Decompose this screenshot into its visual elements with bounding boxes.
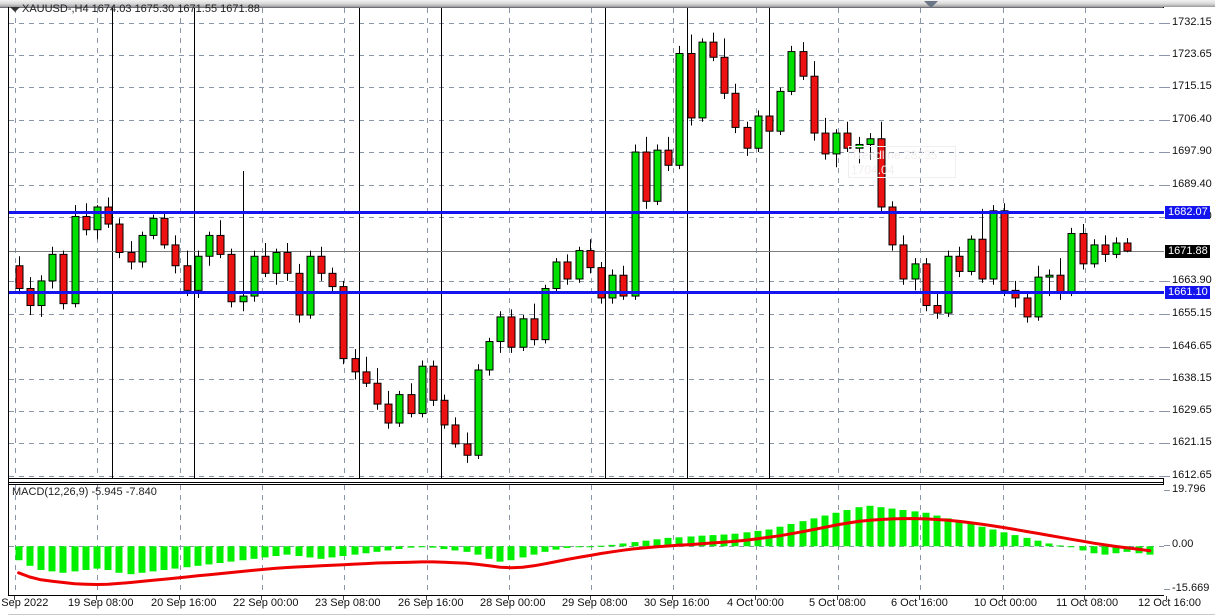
time-axis-label: 10 Oct 00:00 [974,597,1037,609]
time-tick [343,596,344,600]
time-axis-label: 19 Sep 08:00 [68,597,134,609]
time-tick [14,596,15,600]
time-tick [426,596,427,600]
price-tick [1164,411,1170,413]
time-axis-label: 23 Sep 08:00 [315,597,381,609]
trendline-tooltip: Trendline 28235 1704.04 [848,146,956,178]
top-splitter-bar[interactable] [0,0,1215,8]
price-tick [1164,443,1170,445]
macd-pane-title: MACD(12,26,9) -5.945 -7.840 [12,486,157,498]
trendline-tooltip-line2: 1704.04 [851,163,895,177]
price-axis-label: 1621.15 [1172,436,1212,449]
time-tick [96,596,97,600]
time-tick [261,596,262,600]
price-axis-label: 1663.90 [1172,274,1212,287]
price-axis-label: 1697.90 [1172,145,1212,158]
time-axis-label: 28 Sep 00:00 [480,597,546,609]
price-axis-label: 1715.15 [1172,80,1212,93]
trendline-tooltip-line1: Trendline 28235 [851,148,938,162]
time-axis-label: 6 Oct 16:00 [891,597,948,609]
price-axis[interactable]: 1732.15 1723.65 1715.15 1706.40 1697.90 1689.… [1164,7,1215,595]
resistance-price-chip[interactable]: 1682.07 [1165,206,1210,220]
price-axis-label: 1655.15 [1172,307,1212,320]
price-tick [1164,54,1170,56]
time-tick [1084,596,1085,600]
price-axis-label: 1612.65 [1172,468,1212,481]
time-axis[interactable]: 16 Sep 2022 19 Sep 08:00 20 Sep 16:00 22 Se… [0,596,1215,615]
price-pane-title: XAUUSD-,H4 1674.03 1675.30 1671.55 1671.… [22,3,260,15]
time-axis-label: 11 Oct 08:00 [1056,597,1119,609]
time-tick [837,596,838,600]
price-tick [1164,281,1170,283]
time-axis-label: 16 Sep 2022 [0,597,49,609]
time-axis-label: 20 Sep 16:00 [151,597,217,609]
current-price-chip[interactable]: 1671.88 [1165,245,1210,259]
time-tick [1002,596,1003,600]
time-axis-label: 30 Sep 16:00 [644,597,710,609]
macd-axis-label: 0.00 [1172,538,1194,551]
time-tick [590,596,591,600]
price-axis-label: 1732.15 [1172,15,1212,28]
time-tick [919,596,920,600]
price-tick [1164,22,1170,24]
price-tick [1164,87,1170,89]
chart-bottom-border [8,595,1164,596]
price-tick [1164,120,1170,122]
macd-canvas [9,485,1164,596]
time-axis-label: 5 Oct 08:00 [809,597,866,609]
price-axis-label: 1629.65 [1172,404,1212,417]
macd-indicator-pane[interactable] [8,484,1164,597]
price-axis-label: 1646.65 [1172,339,1212,352]
collapse-triangle-icon[interactable] [924,1,938,8]
support-price-chip[interactable]: 1661.10 [1165,285,1210,299]
macd-tick [1164,545,1170,547]
time-tick [508,596,509,600]
macd-axis-label: 19.796 [1172,483,1206,495]
time-tick [179,596,180,600]
time-axis-label: 4 Oct 00:00 [727,597,784,609]
time-tick [755,596,756,600]
price-axis-label: 1723.65 [1172,47,1212,60]
price-tick [1164,378,1170,380]
time-axis-label: 26 Sep 16:00 [398,597,464,609]
price-tick [1164,152,1170,154]
time-axis-label: 12 Oct 16:00 [1138,597,1201,609]
price-candlestick-canvas [9,8,1164,478]
time-tick [672,596,673,600]
macd-axis-label: -15.669 [1172,582,1210,594]
price-tick [1164,314,1170,316]
time-axis-label: 29 Sep 08:00 [562,597,628,609]
price-tick [1164,346,1170,348]
chart-menu-triangle-icon[interactable] [10,7,20,12]
price-axis-label: 1638.15 [1172,371,1212,384]
price-chart-pane[interactable] [8,8,1164,479]
pane-divider[interactable] [8,482,1164,483]
price-tick [1164,475,1170,477]
macd-tick [1164,589,1170,590]
price-axis-label: 1706.40 [1172,113,1212,126]
time-axis-label: 22 Sep 00:00 [233,597,299,609]
price-axis-label: 1689.40 [1172,177,1212,190]
price-tick [1164,184,1170,186]
time-tick [1166,596,1167,600]
macd-tick [1164,490,1170,491]
